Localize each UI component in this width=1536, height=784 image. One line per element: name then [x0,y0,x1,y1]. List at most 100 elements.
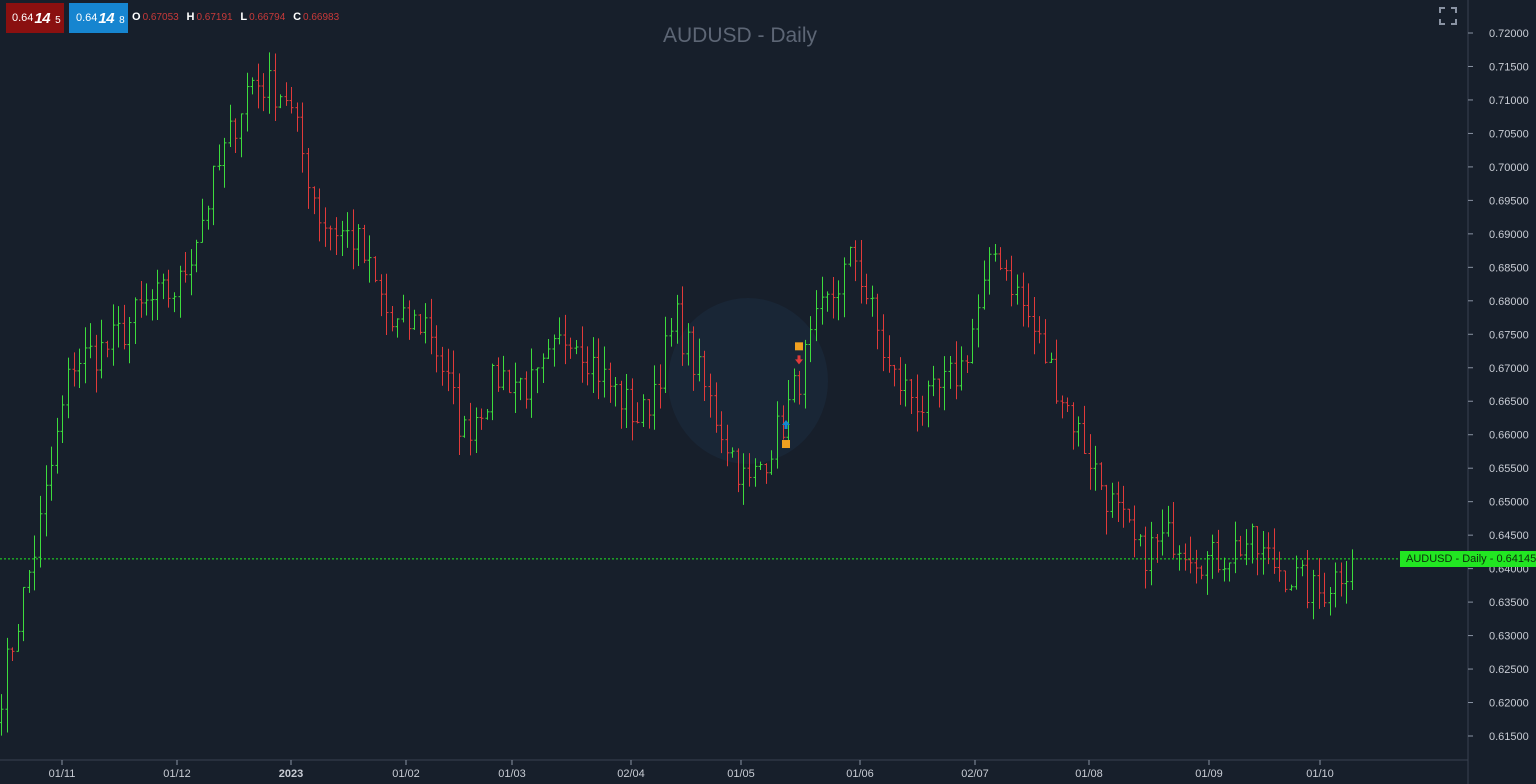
ohlc-bar [256,63,261,109]
buy-arrow-icon [782,420,790,430]
ohlc-bar [898,357,903,405]
ohlc-bar [144,283,149,316]
ohlc-bar [1065,397,1070,412]
ohlc-bar [1183,543,1188,571]
ohlc-bar [1127,508,1132,523]
ohlc-bar [848,246,853,267]
ohlc-bar [993,244,998,262]
ohlc-bar [1199,565,1204,580]
buy-signal-marker[interactable] [782,440,790,449]
ohlc-bar [658,364,663,409]
time-axis[interactable]: 01/11 01/12 2023 01/02 01/03 02/04 01/05 01/06 0… [0,759,1468,780]
ohlc-bar [1110,482,1115,518]
ohlc-bar [1171,501,1176,558]
ohlc-bar [462,415,467,438]
ohlc-bar [1082,405,1087,455]
ohlc-bar [1216,529,1221,573]
ohlc-bar [585,346,590,386]
ohlc-bar [1138,534,1143,547]
ohlc-bar [641,394,646,427]
ohlc-bar [189,249,194,296]
ohlc-bar [764,463,769,484]
ohlc-bar [21,586,26,642]
low-value: 0.66794 [249,12,286,23]
ohlc-bar [222,137,227,188]
ohlc-bar [647,399,652,429]
ohlc-bar [1328,586,1333,616]
ohlc-bar [200,198,205,243]
ohlc-bar [479,408,484,430]
ohlc-bar [1155,534,1160,563]
ohlc-bar [613,376,618,407]
ohlc-bar [769,450,774,475]
sell-price-prefix: 0.64 [12,12,34,24]
time-tick-label: 02/07 [961,768,989,780]
time-tick-label: 01/10 [1306,768,1334,780]
ohlc-bar [831,276,836,319]
ohlc-bar [434,325,439,373]
ohlc-bar [697,338,702,382]
fullscreen-icon[interactable] [1439,7,1457,25]
price-tick-label: 0.67000 [1489,363,1529,375]
ohlc-bar [1272,528,1277,574]
ohlc-bar [786,379,791,444]
price-tick-label: 0.69000 [1489,229,1529,241]
high-value: 0.67191 [196,12,233,23]
ohlc-bar [1305,549,1310,609]
ohlc-bar [401,294,406,323]
ohlc-bar [407,300,412,340]
ohlc-bar [133,297,138,345]
ohlc-bar [1032,296,1037,355]
ohlc-bar [820,276,825,325]
ohlc-bar [513,362,518,413]
ohlc-bar [758,461,763,471]
ohlc-bar [1294,555,1299,590]
ohlc-bar [367,235,372,283]
ohlc-bar [1099,462,1104,491]
ohlc-bar [959,346,964,391]
ohlc-bar [574,339,579,355]
ohlc-bar [228,104,233,147]
ohlc-bar [730,447,735,458]
ohlc-bar [669,317,674,347]
sell-signal-marker[interactable] [795,342,803,351]
ohlc-bar [139,281,144,318]
ohlc-bar [66,357,71,419]
ohlc-bar [1222,557,1227,582]
ohlc-bar [328,225,333,251]
ohlc-bar [747,453,752,487]
sell-price-button[interactable]: 0.64 14 5 [6,3,64,33]
ohlc-bar [72,352,77,387]
buy-price-button[interactable]: 0.64 14 8 [69,3,128,33]
ohlc-bar [312,186,317,215]
open-label: O [132,11,141,23]
ohlc-bar [1339,562,1344,597]
ohlc-bar [1043,319,1048,364]
ohlc-bar [451,350,456,405]
time-tick-label: 01/03 [498,768,526,780]
ohlc-bar [1026,283,1031,328]
ohlc-bar [1009,255,1014,307]
ohlc-bar [32,535,37,591]
ohlc-bar [875,293,880,350]
ohlc-bar [211,165,216,226]
ohlc-bar [741,453,746,505]
ohlc-bar [853,240,858,282]
ohlc-bar [1205,551,1210,595]
sell-price-big: 14 [34,9,51,27]
ohlc-bar [663,316,668,394]
price-tick-label: 0.62000 [1489,698,1529,710]
ohlc-bar [284,82,289,106]
ohlc-bar [686,323,691,366]
ohlc-bar [1238,535,1243,557]
price-axis[interactable]: 0.72000 0.71500 0.71000 0.70500 0.70000 0.695… [1467,0,1529,784]
ohlc-bar [563,314,568,365]
ohlc-bar [94,334,99,393]
ohlc-bar [608,362,613,403]
ohlc-bar [1277,551,1282,582]
ohlc-bar [1071,402,1076,450]
price-tick-label: 0.71500 [1489,61,1529,73]
ohlc-bar [1149,521,1154,586]
ohlc-bar [803,339,808,409]
